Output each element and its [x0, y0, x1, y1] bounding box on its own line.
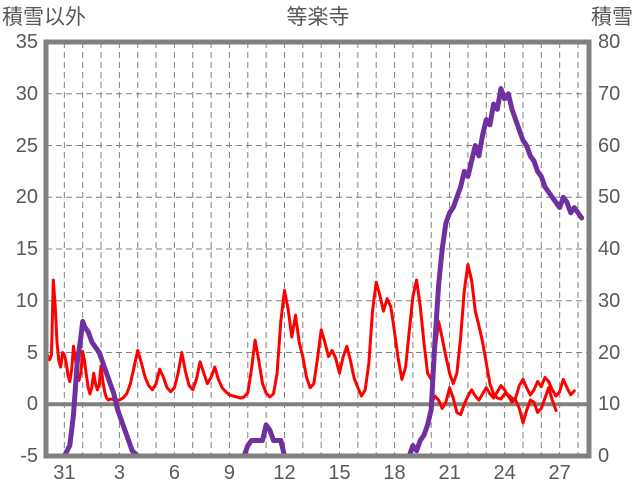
x-tick-24: 24 — [493, 462, 516, 484]
x-tick-9: 9 — [223, 462, 235, 484]
series-line-1 — [429, 375, 576, 417]
x-tick-3: 3 — [113, 462, 125, 484]
x-tick-27: 27 — [548, 462, 571, 484]
plot-frame — [43, 39, 592, 459]
left-tick-5: 5 — [26, 341, 38, 364]
left-tick-25: 25 — [15, 134, 38, 157]
series-lines — [43, 86, 585, 459]
right-tick-20: 20 — [598, 341, 621, 364]
right-tick-30: 30 — [598, 289, 621, 312]
right-tick-70: 70 — [598, 82, 621, 105]
right-tick-0: 0 — [598, 445, 610, 467]
x-tick-31: 31 — [53, 462, 76, 484]
right-tick-80: 80 — [598, 31, 621, 53]
right-tick-50: 50 — [598, 186, 621, 209]
series-line-0 — [44, 263, 558, 425]
x-tick-12: 12 — [273, 462, 296, 484]
series-line-2 — [43, 86, 585, 459]
left-tick-15: 15 — [15, 238, 38, 260]
left-tick-20: 20 — [15, 186, 38, 209]
left-tick--5: -5 — [20, 445, 38, 467]
x-tick-21: 21 — [438, 462, 461, 484]
left-tick-0: 0 — [26, 393, 38, 416]
left-tick-10: 10 — [15, 289, 38, 312]
left-tick-30: 30 — [15, 82, 38, 105]
right-tick-40: 40 — [598, 238, 621, 260]
chart-title: 等楽寺 — [286, 6, 350, 29]
right-tick-10: 10 — [598, 393, 621, 416]
left-tick-35: 35 — [15, 31, 38, 53]
x-tick-6: 6 — [168, 462, 180, 484]
x-tick-15: 15 — [328, 462, 351, 484]
x-tick-18: 18 — [383, 462, 406, 484]
right-axis-title: 積雪 — [591, 6, 633, 29]
right-tick-60: 60 — [598, 134, 621, 157]
left-axis-title: 積雪以外 — [2, 6, 86, 29]
